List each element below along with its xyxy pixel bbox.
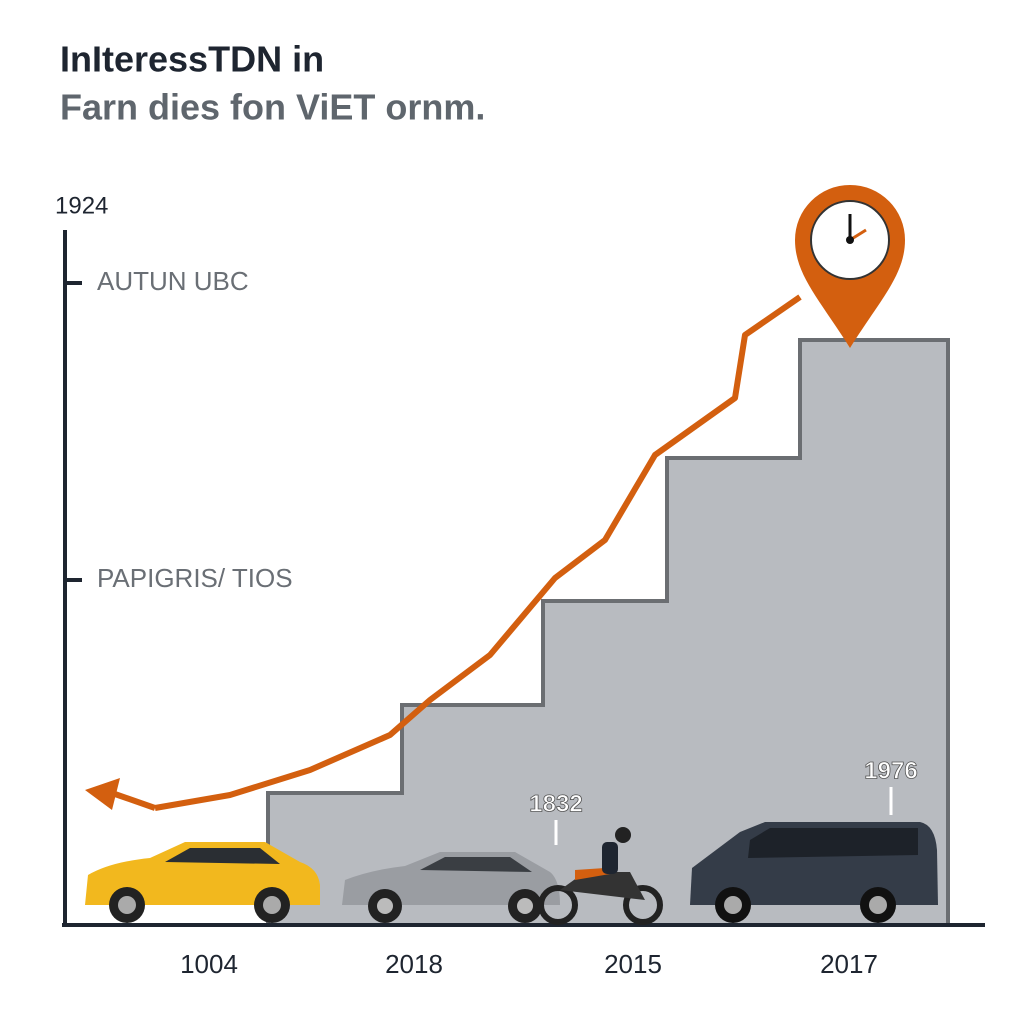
arrow-head [85,778,120,810]
yellow-car [85,842,320,923]
annotation: 1976 [864,757,917,784]
motorcycle [538,827,663,925]
trend-tail [111,790,156,811]
axis-top-label: 1924 [55,192,108,219]
category-label: 1004 [180,949,238,979]
category-label: 2017 [820,949,878,979]
category-label: 2018 [385,949,443,979]
steps [266,338,950,927]
level-label: PAPIGRIS/ TIOS [97,563,293,593]
title: InIteressTDN in [60,39,324,80]
clock-center [846,236,854,244]
category-label: 2015 [604,949,662,979]
subtitle: Farn dies fon ViET ornm. [60,87,485,128]
annotation: 1832 [529,790,582,817]
van [690,822,938,923]
trend-line [154,294,802,811]
level-label: AUTUN UBC [97,266,249,296]
silver-car [342,852,560,923]
